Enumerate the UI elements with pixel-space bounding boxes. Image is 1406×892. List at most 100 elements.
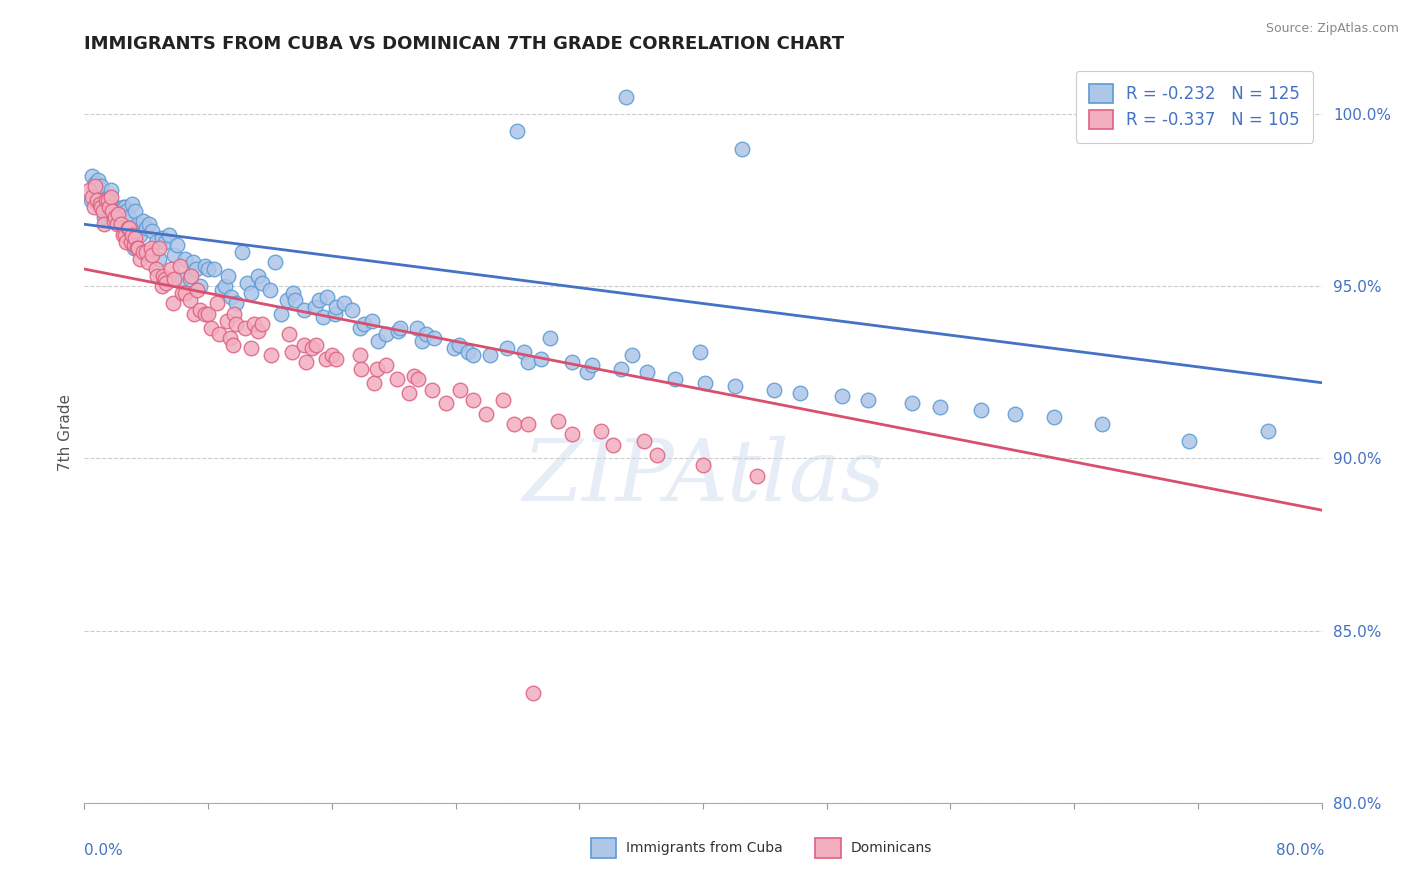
Point	[103, 207, 125, 221]
Point	[145, 235, 167, 249]
Point	[169, 259, 191, 273]
Point	[259, 283, 281, 297]
Point	[387, 324, 409, 338]
Point	[114, 227, 136, 242]
Point	[101, 203, 124, 218]
Point	[517, 417, 540, 431]
Point	[457, 344, 479, 359]
Point	[84, 176, 107, 190]
Point	[148, 252, 170, 266]
Point	[90, 179, 112, 194]
Point	[367, 334, 389, 349]
Point	[93, 211, 115, 225]
Point	[276, 293, 298, 307]
Point	[294, 355, 316, 369]
Point	[614, 90, 637, 104]
Point	[620, 348, 643, 362]
Point	[107, 207, 129, 221]
Point	[125, 241, 148, 255]
Point	[146, 268, 169, 283]
Point	[260, 348, 283, 362]
Point	[636, 365, 658, 379]
Point	[90, 200, 112, 214]
Point	[150, 231, 173, 245]
Point	[108, 211, 131, 225]
Point	[125, 220, 148, 235]
Point	[423, 331, 446, 345]
Point	[110, 217, 132, 231]
Point	[153, 235, 176, 249]
Point	[349, 320, 371, 334]
Point	[506, 124, 529, 138]
Point	[305, 338, 328, 352]
Point	[1125, 100, 1147, 114]
Point	[349, 348, 371, 362]
Point	[186, 283, 208, 297]
Point	[280, 344, 302, 359]
Point	[170, 286, 193, 301]
Point	[132, 214, 155, 228]
Point	[447, 338, 470, 352]
Point	[162, 296, 184, 310]
Legend: R = -0.232   N = 125, R = -0.337   N = 105: R = -0.232 N = 125, R = -0.337 N = 105	[1076, 70, 1313, 143]
Point	[105, 217, 128, 231]
Point	[422, 383, 444, 397]
Point	[132, 244, 155, 259]
Point	[84, 179, 107, 194]
Point	[240, 286, 263, 301]
Point	[100, 183, 122, 197]
Y-axis label: 7th Grade: 7th Grade	[58, 394, 73, 471]
Point	[589, 424, 612, 438]
Point	[179, 293, 201, 307]
Point	[325, 351, 347, 366]
Point	[124, 231, 146, 245]
Point	[79, 193, 101, 207]
Point	[139, 241, 162, 255]
Point	[89, 200, 111, 214]
Point	[235, 276, 259, 290]
Point	[163, 248, 186, 262]
Point	[174, 286, 197, 301]
Point	[522, 685, 544, 699]
Point	[538, 331, 561, 345]
Point	[304, 300, 326, 314]
Point	[375, 359, 398, 373]
Point	[1257, 424, 1279, 438]
Point	[163, 272, 186, 286]
Point	[610, 362, 633, 376]
Point	[110, 217, 132, 231]
Point	[270, 307, 292, 321]
Point	[475, 407, 498, 421]
Point	[197, 307, 219, 321]
Point	[115, 235, 138, 249]
Point	[246, 268, 269, 283]
Point	[114, 200, 136, 214]
Point	[361, 314, 384, 328]
Point	[135, 220, 157, 235]
Point	[180, 268, 202, 283]
Point	[478, 348, 501, 362]
Point	[443, 341, 465, 355]
Point	[214, 279, 236, 293]
Point	[581, 359, 603, 373]
Point	[91, 203, 114, 218]
Point	[215, 314, 238, 328]
Point	[183, 307, 205, 321]
Point	[96, 193, 118, 207]
Point	[411, 334, 433, 349]
Point	[316, 290, 339, 304]
Point	[225, 296, 247, 310]
Point	[503, 417, 526, 431]
Point	[208, 327, 231, 342]
Point	[901, 396, 924, 410]
Point	[217, 268, 239, 283]
Point	[194, 259, 217, 273]
Text: Source: ZipAtlas.com: Source: ZipAtlas.com	[1265, 22, 1399, 36]
Point	[100, 190, 122, 204]
Text: 0.0%: 0.0%	[84, 843, 124, 858]
Point	[353, 317, 375, 331]
Point	[225, 317, 247, 331]
Point	[202, 262, 225, 277]
Point	[363, 376, 385, 390]
Point	[82, 190, 104, 204]
